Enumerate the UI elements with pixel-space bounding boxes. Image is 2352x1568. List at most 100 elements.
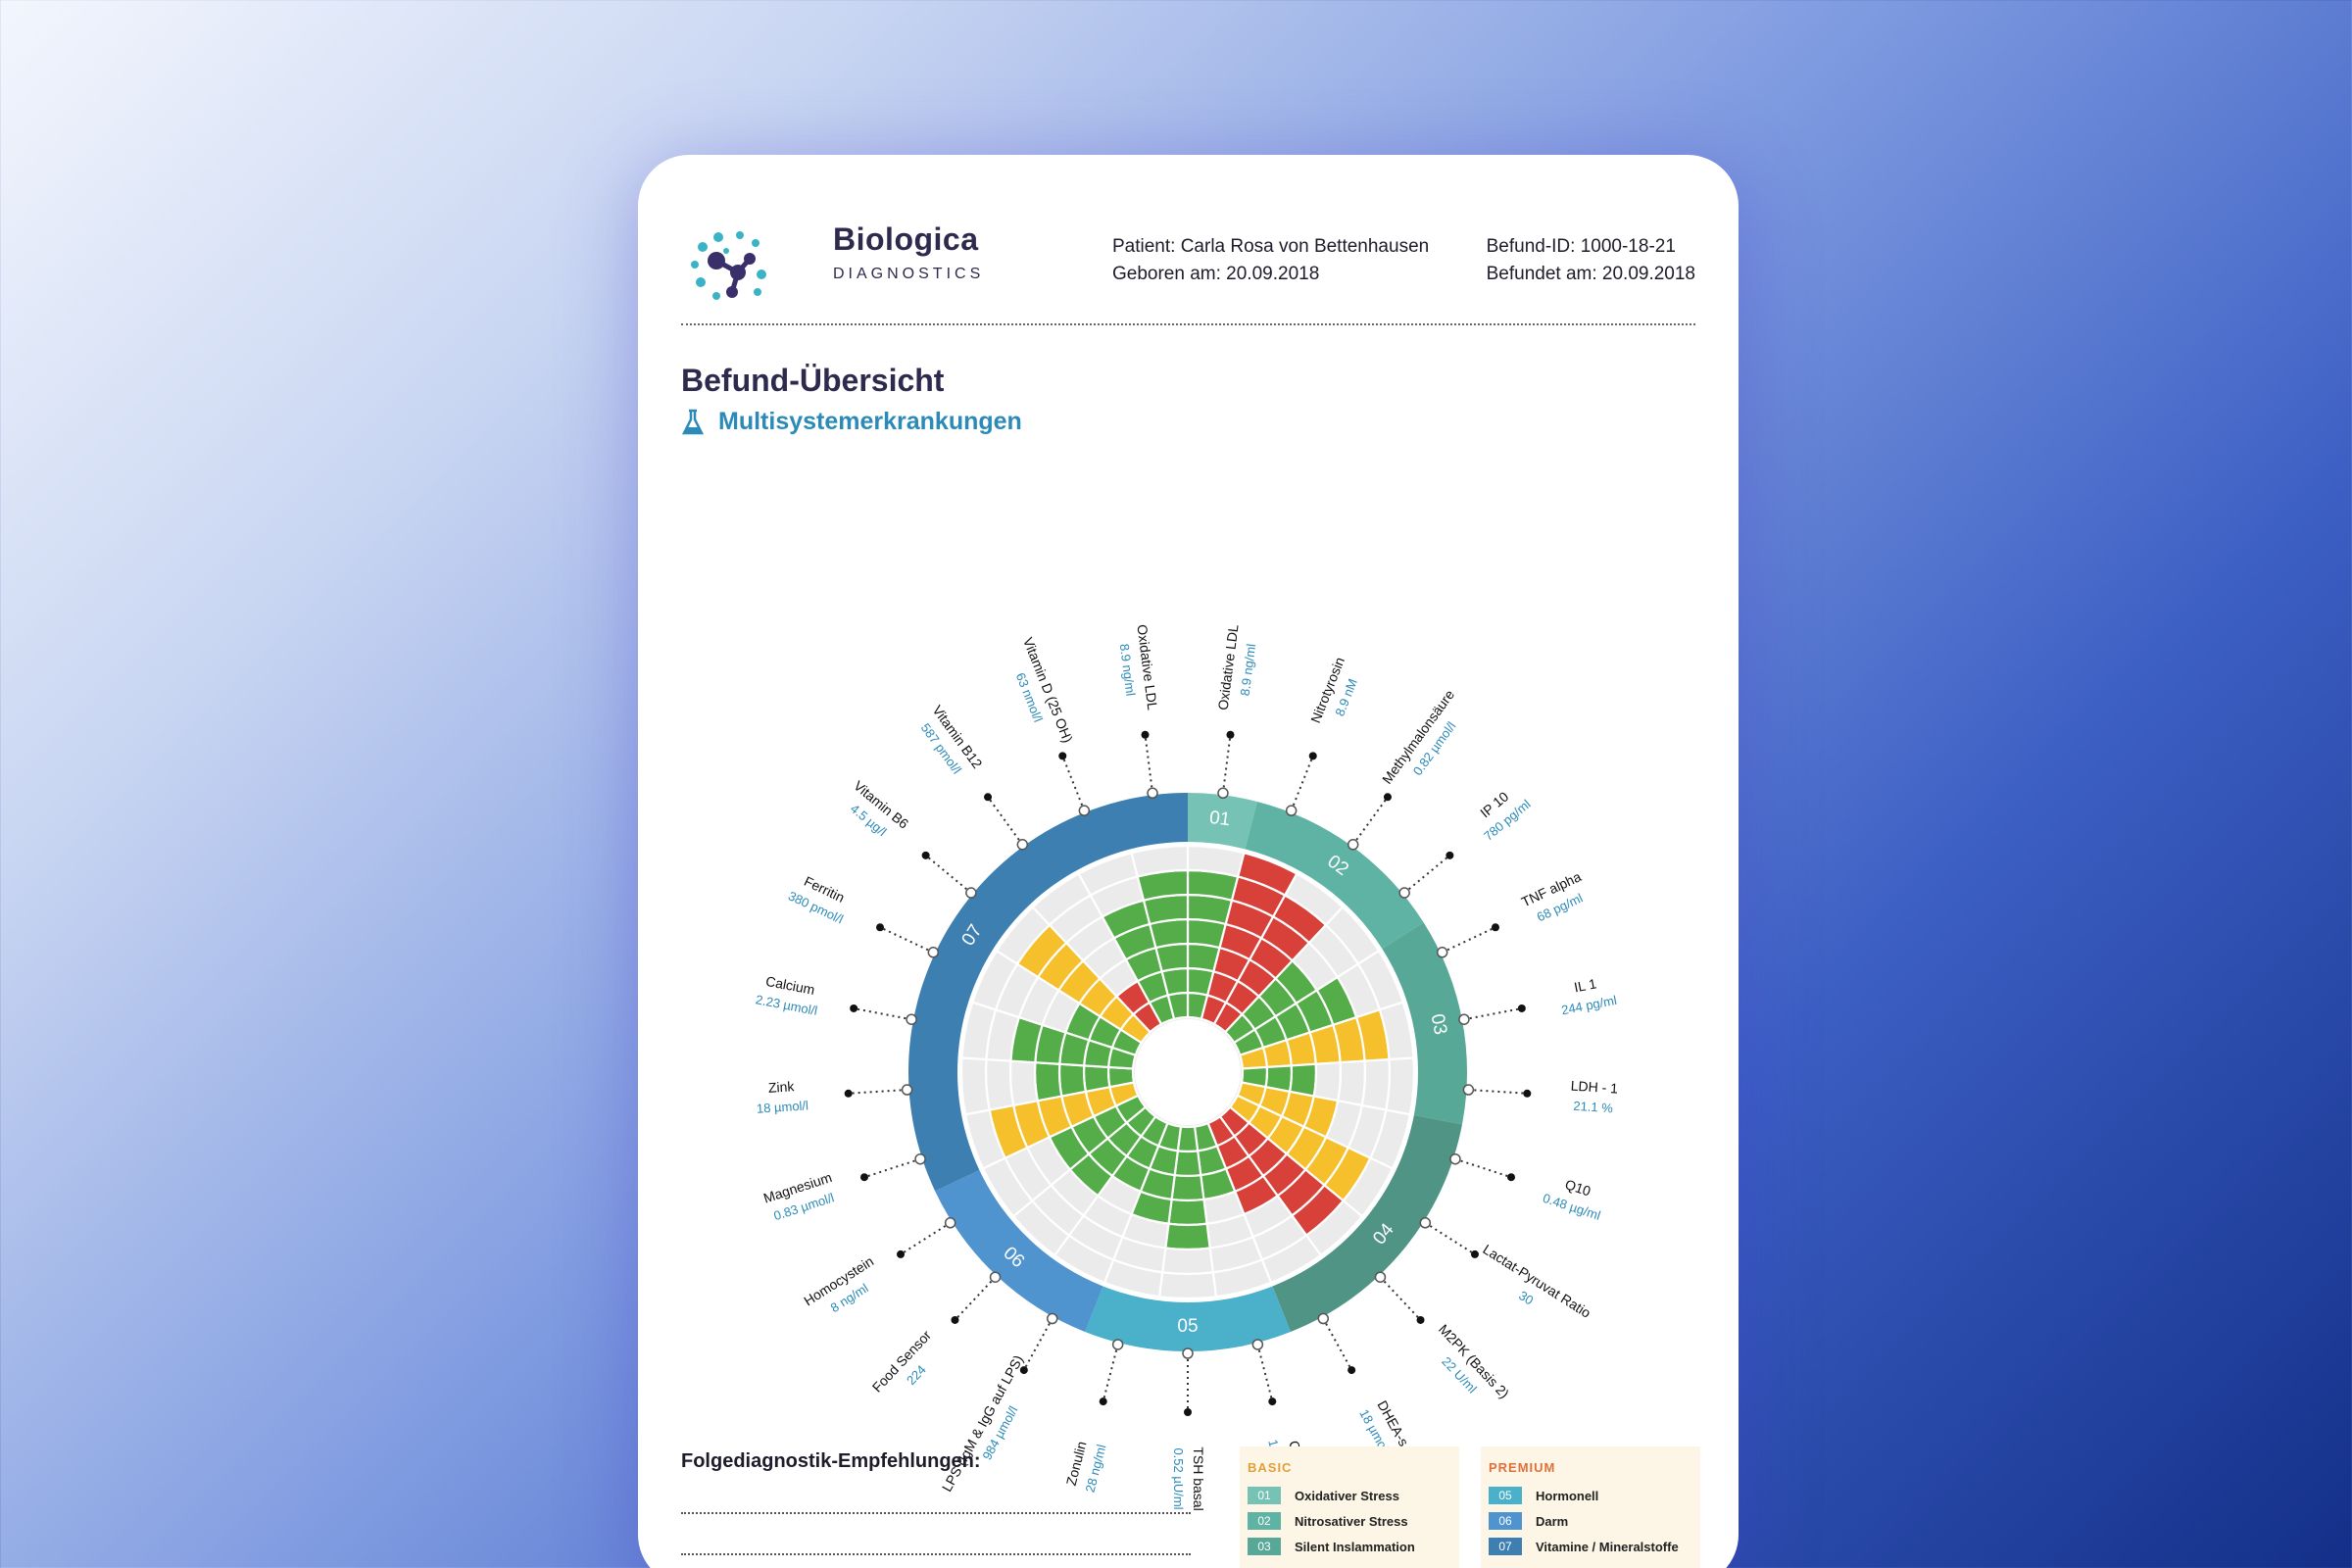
spoke-anchor <box>1182 1348 1194 1359</box>
spoke-anchor <box>1317 1312 1330 1325</box>
spoke-anchor <box>1436 947 1448 958</box>
chart-cell <box>1167 1198 1208 1227</box>
spoke-dot <box>1446 851 1454 859</box>
chart-cell <box>1170 1173 1205 1202</box>
spoke-line <box>1322 1318 1353 1371</box>
spoke-line <box>1463 1006 1523 1021</box>
marker-label: Vitamin B64.5 µg/l <box>848 777 912 839</box>
spoke-dot <box>1383 793 1392 802</box>
spoke-anchor <box>1016 839 1029 851</box>
group-ring-05 <box>1085 1286 1291 1351</box>
spoke-line <box>900 1221 952 1255</box>
spoke-anchor <box>1419 1217 1432 1229</box>
marker-value: 21.1 % <box>1573 1099 1614 1116</box>
chart-cell <box>1312 1061 1343 1102</box>
section-heading: Multisystemerkrankungen <box>681 408 1022 436</box>
report-card: Biologica DIAGNOSTICS Patient: Carla Ros… <box>638 155 1739 1568</box>
spoke-line <box>863 1157 921 1179</box>
marker-label: TSH basal 0.52 µU/ml <box>1171 1446 1206 1510</box>
chart-cell <box>1130 844 1190 878</box>
section-title: Multisystemerkrankungen <box>718 408 1022 435</box>
report-header: Biologica DIAGNOSTICS Patient: Carla Ros… <box>681 214 1695 312</box>
chart-cell <box>1385 1056 1416 1116</box>
spoke-line <box>853 1006 912 1021</box>
marker-name: Zink <box>767 1078 795 1096</box>
spoke-line <box>1256 1344 1274 1402</box>
spoke-anchor <box>1462 1084 1475 1096</box>
marker-label: LDH - 1 21.1 % <box>1570 1078 1618 1116</box>
followup-line[interactable] <box>681 1512 1191 1514</box>
legend-number: 07 <box>1489 1538 1522 1555</box>
group-ring-03 <box>1382 922 1467 1125</box>
spoke-anchor <box>1458 1013 1470 1025</box>
legend-number: 02 <box>1248 1512 1281 1530</box>
marker-name: TSH basal <box>1191 1446 1206 1510</box>
chart-cell <box>1164 1222 1211 1251</box>
marker-label: Zink 18 µmol/l <box>756 1078 808 1115</box>
brand-subtitle: DIAGNOSTICS <box>833 266 985 282</box>
spoke-dot <box>1268 1397 1277 1406</box>
followup-line[interactable] <box>681 1553 1191 1555</box>
marker-name: Q10 <box>1563 1176 1592 1199</box>
spoke-line <box>879 926 934 954</box>
spoke-dot <box>1491 923 1499 932</box>
marker-name: IL 1 <box>1573 975 1598 995</box>
legend-number: 03 <box>1248 1538 1281 1555</box>
followup-title: Folgediagnostik-Empfehlungen: <box>681 1450 981 1472</box>
spoke-anchor <box>1046 1312 1058 1325</box>
chart-cell <box>1160 1247 1215 1276</box>
marker-name: Oxidative LDL <box>1215 623 1242 710</box>
spoke-dot <box>844 1089 853 1098</box>
legend-item: 01 Oxidativer Stress <box>1248 1487 1451 1504</box>
patient-name: Patient: Carla Rosa von Bettenhausen <box>1112 236 1430 257</box>
group-ring-02 <box>1245 801 1424 950</box>
legend-label: Oxidativer Stress <box>1295 1488 1399 1503</box>
spoke-dot <box>1523 1089 1532 1098</box>
chart-cell <box>1033 1061 1063 1102</box>
marker-label: M2PK (Basis 2)22 U/ml <box>1436 1321 1512 1401</box>
legend-item: 06 Darm <box>1489 1512 1692 1530</box>
spoke-anchor <box>1111 1339 1124 1350</box>
spoke-anchor <box>1347 839 1359 851</box>
spoke-line <box>1351 796 1389 846</box>
marker-label: Vitamin D (25 OH)63 nmol/l <box>1013 635 1076 745</box>
flask-icon <box>681 409 705 434</box>
legend-item: 07 Vitamine / Mineralstoffe <box>1489 1538 1692 1555</box>
spoke-line <box>987 796 1024 846</box>
spoke-line <box>954 1276 997 1321</box>
spoke-line <box>1022 1318 1054 1371</box>
spoke-anchor <box>1217 787 1229 800</box>
marker-name: Food Sensor <box>869 1327 935 1396</box>
patient-info: Patient: Carla Rosa von Bettenhausen Geb… <box>1112 233 1429 288</box>
group-ring-07 <box>908 793 1188 1192</box>
spoke-dot <box>984 793 993 802</box>
chart-cell <box>1154 942 1190 973</box>
spoke-anchor <box>927 947 940 958</box>
legend-label: Nitrosativer Stress <box>1295 1513 1408 1529</box>
legend-premium-title: PREMIUM <box>1489 1460 1556 1475</box>
spoke-dot <box>1470 1250 1479 1258</box>
legend-basic-title: BASIC <box>1248 1460 1293 1475</box>
spoke-line <box>1442 926 1496 954</box>
spoke-anchor <box>1285 805 1298 816</box>
spoke-dot <box>921 851 930 859</box>
spoke-line <box>1424 1221 1476 1255</box>
spoke-dot <box>859 1173 868 1182</box>
spoke-dot <box>1226 730 1235 739</box>
marker-value: 0.52 µU/ml <box>1171 1447 1186 1509</box>
legend-item: 03 Silent Inslammation <box>1248 1538 1451 1555</box>
spoke-line <box>1061 755 1086 811</box>
spoke-line <box>1221 734 1232 794</box>
marker-value: 8.9 ng/ml <box>1117 643 1139 697</box>
chart-gap <box>957 842 1418 1302</box>
spoke-line <box>848 1089 907 1095</box>
marker-value: 244 pg/ml <box>1560 993 1618 1017</box>
marker-name: Lactat-Pyruvat Ratio <box>1480 1241 1593 1321</box>
